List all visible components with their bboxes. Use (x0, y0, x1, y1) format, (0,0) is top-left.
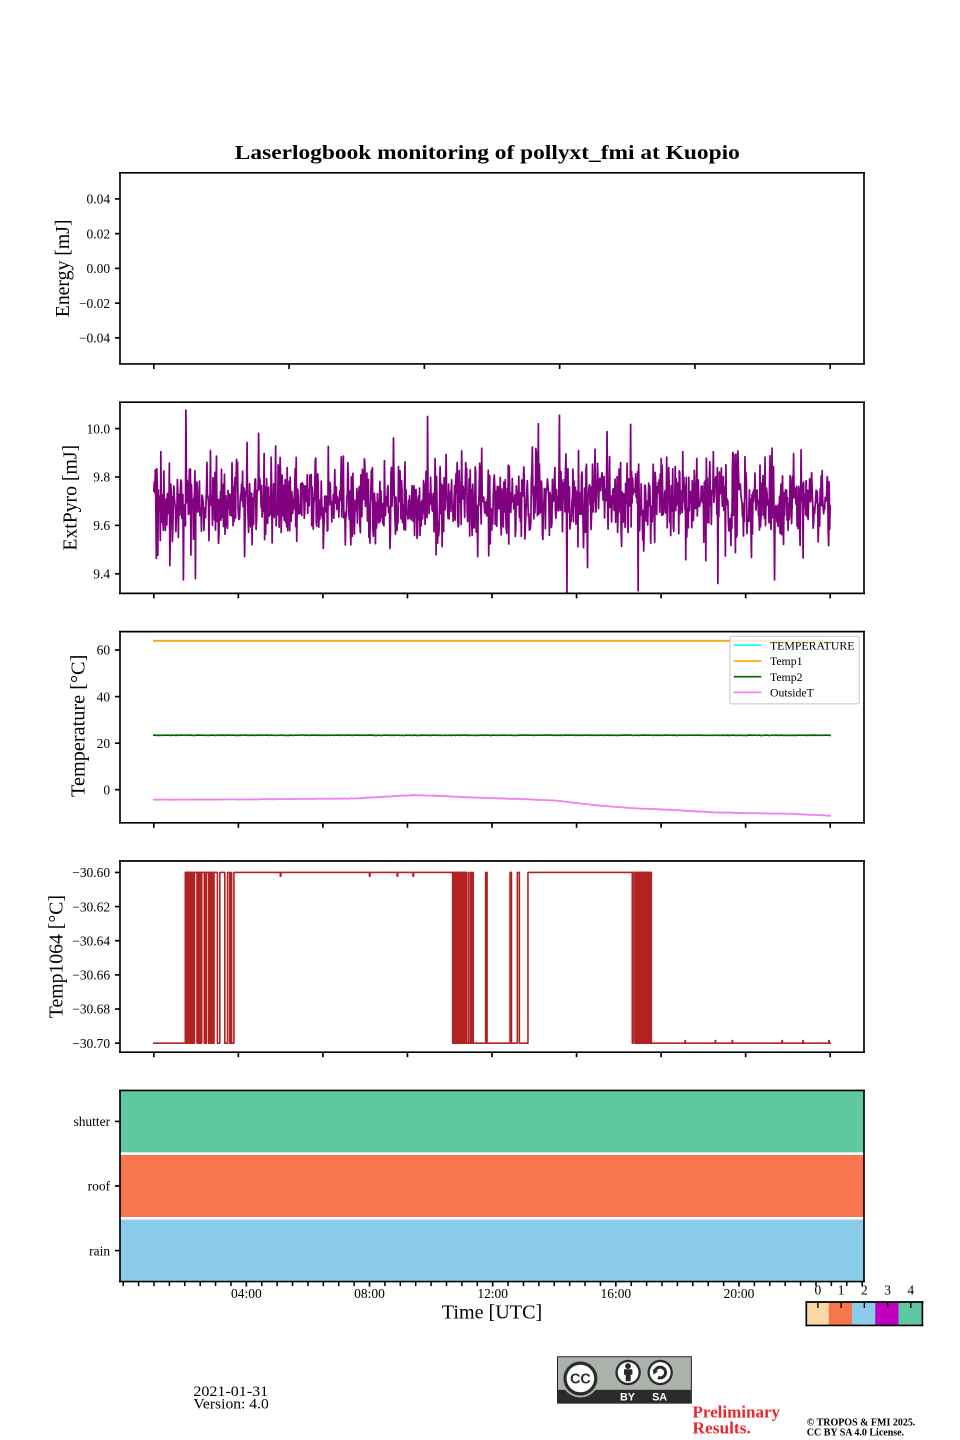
svg-text:ExtPyro [mJ]: ExtPyro [mJ] (60, 445, 82, 551)
svg-text:1: 1 (838, 1283, 845, 1298)
svg-text:20: 20 (97, 736, 111, 751)
svg-text:Preliminary: Preliminary (693, 1403, 781, 1422)
svg-text:0.00: 0.00 (87, 261, 111, 276)
svg-text:9.8: 9.8 (93, 470, 110, 485)
svg-text:Temp1: Temp1 (770, 654, 803, 668)
svg-text:Laserlogbook monitoring of pol: Laserlogbook monitoring of pollyxt_fmi a… (235, 142, 740, 164)
svg-text:roof: roof (88, 1179, 111, 1194)
svg-text:−0.04: −0.04 (79, 331, 110, 346)
svg-text:60: 60 (97, 643, 111, 658)
svg-text:OutsideT: OutsideT (770, 686, 815, 700)
svg-text:shutter: shutter (73, 1114, 110, 1129)
svg-text:Results.: Results. (693, 1419, 751, 1438)
svg-text:0.02: 0.02 (87, 226, 111, 241)
svg-text:Energy [mJ]: Energy [mJ] (52, 220, 74, 318)
svg-text:Time [UTC]: Time [UTC] (442, 1301, 542, 1323)
svg-text:04:00: 04:00 (231, 1286, 262, 1301)
svg-text:20:00: 20:00 (724, 1286, 755, 1301)
svg-text:9.4: 9.4 (93, 566, 110, 581)
svg-text:© TROPOS & FMI 2025.: © TROPOS & FMI 2025. (807, 1417, 916, 1428)
svg-text:−30.60: −30.60 (72, 865, 110, 880)
svg-text:Temp1064 [°C]: Temp1064 [°C] (45, 895, 67, 1018)
svg-text:0: 0 (815, 1283, 822, 1298)
svg-text:Version: 4.0: Version: 4.0 (193, 1397, 268, 1413)
svg-text:9.6: 9.6 (93, 518, 110, 533)
svg-text:2021-01-31: 2021-01-31 (193, 1384, 268, 1400)
svg-text:−0.02: −0.02 (79, 296, 110, 311)
svg-text:rain: rain (89, 1243, 110, 1258)
svg-text:−30.66: −30.66 (72, 968, 110, 983)
svg-text:−30.68: −30.68 (72, 1002, 110, 1017)
svg-text:0.04: 0.04 (87, 192, 111, 207)
svg-text:08:00: 08:00 (354, 1286, 385, 1301)
svg-text:TEMPERATURE: TEMPERATURE (770, 638, 855, 652)
svg-text:CC BY SA 4.0 License.: CC BY SA 4.0 License. (807, 1428, 905, 1439)
svg-text:16:00: 16:00 (600, 1286, 631, 1301)
svg-text:10.0: 10.0 (87, 421, 111, 436)
svg-text:3: 3 (884, 1283, 891, 1298)
svg-text:−30.62: −30.62 (72, 899, 110, 914)
svg-text:12:00: 12:00 (477, 1286, 508, 1301)
svg-text:Temp2: Temp2 (770, 670, 803, 684)
svg-text:Temperature [°C]: Temperature [°C] (68, 655, 90, 797)
svg-text:2: 2 (861, 1283, 868, 1298)
svg-text:40: 40 (97, 689, 111, 704)
svg-text:4: 4 (907, 1283, 914, 1298)
svg-text:−30.70: −30.70 (72, 1036, 110, 1051)
svg-text:−30.64: −30.64 (72, 933, 110, 948)
svg-text:0: 0 (103, 782, 110, 797)
